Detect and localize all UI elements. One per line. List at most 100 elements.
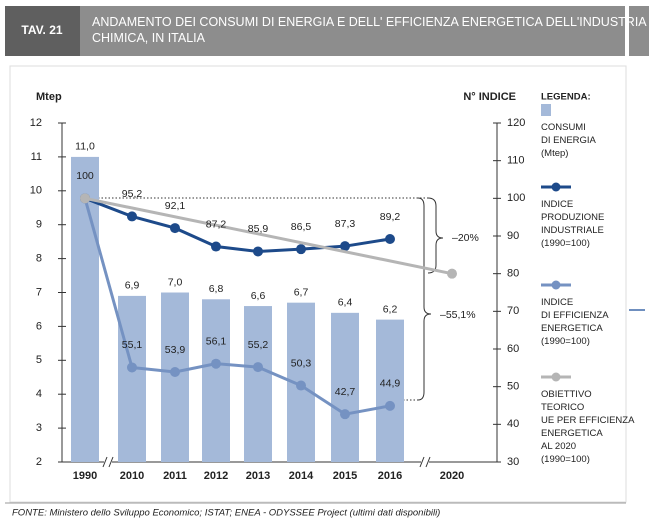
bar-value-label: 6,2 xyxy=(383,303,398,315)
bar-value-label: 6,9 xyxy=(125,280,140,292)
axis-break xyxy=(421,457,429,467)
x-tick-label: 1990 xyxy=(73,470,97,482)
y2-tick-label: 80 xyxy=(507,268,519,280)
line-value-label: 100 xyxy=(76,170,94,182)
y2-tick-label: 70 xyxy=(507,305,519,317)
x-tick-label: 2012 xyxy=(204,470,228,482)
line-value-label: 87,3 xyxy=(335,218,356,230)
line-value-label: 87,2 xyxy=(206,218,227,230)
y2-tick-label: 120 xyxy=(507,117,525,129)
line-point xyxy=(447,268,457,279)
bar xyxy=(118,295,146,462)
line-point xyxy=(80,193,90,204)
y-tick-label: 2 xyxy=(36,456,42,468)
bar xyxy=(376,319,404,462)
line-point xyxy=(127,211,137,222)
header-band xyxy=(5,6,625,56)
bar-value-label: 6,8 xyxy=(209,283,224,295)
line-point xyxy=(127,362,137,373)
y-tick-label: 12 xyxy=(30,117,42,129)
bar xyxy=(161,292,189,462)
y-tick-label: 10 xyxy=(30,185,42,197)
line-value-label: 95,2 xyxy=(122,188,143,200)
brace xyxy=(427,197,444,274)
y-tick-label: 7 xyxy=(36,286,42,298)
y2-tick-label: 60 xyxy=(507,343,519,355)
line-point xyxy=(170,223,180,234)
axis-break xyxy=(108,456,114,468)
brace xyxy=(417,197,432,401)
y-tick-label: 5 xyxy=(36,354,42,366)
axis-break xyxy=(419,456,425,468)
chart-frame xyxy=(9,65,627,503)
y-axis-label: Mtep xyxy=(36,91,62,103)
y-tick-label: 11 xyxy=(31,151,42,163)
x-tick-label: 2014 xyxy=(289,470,314,482)
annotation: –55,1% xyxy=(440,309,476,321)
line-value-label: 44,9 xyxy=(380,378,401,390)
legend-swatch xyxy=(541,104,551,116)
line-value-label: 92,1 xyxy=(165,200,186,212)
bar-value-label: 11,0 xyxy=(75,141,95,153)
bar-value-label: 6,4 xyxy=(338,297,353,309)
side-band xyxy=(629,6,649,56)
x-tick-label: 2016 xyxy=(378,470,402,482)
x-tick-label: 2011 xyxy=(163,470,187,482)
tag: TAV. 21 xyxy=(21,23,62,37)
y2-axis-label: N° INDICE xyxy=(463,91,516,103)
bar xyxy=(71,156,99,462)
line-value-label: 50,3 xyxy=(291,357,312,369)
line-point xyxy=(296,380,306,391)
y2-tick-label: 100 xyxy=(507,192,525,204)
line xyxy=(84,196,391,253)
legend-label: INDICE DI EFFICIENZA ENERGETICA (1990=100) xyxy=(541,297,609,347)
bar-value-label: 6,7 xyxy=(294,286,309,298)
line-point xyxy=(385,400,395,411)
y-tick-label: 6 xyxy=(36,320,42,332)
line-point xyxy=(211,358,221,369)
line-point xyxy=(170,366,180,377)
bar xyxy=(244,306,272,462)
axis-break xyxy=(104,457,112,467)
x-tick-label: 2013 xyxy=(246,470,270,482)
line-value-label: 55,1 xyxy=(122,339,143,351)
line-value-label: 85,9 xyxy=(248,223,269,235)
legend-title: LEGENDA: xyxy=(541,92,591,103)
bar xyxy=(202,299,230,462)
legend-label: OBIETTIVO TEORICO UE PER EFFICIENZA ENERGET… xyxy=(541,389,635,465)
line-point xyxy=(211,241,221,252)
bar-value-label: 7,0 xyxy=(168,276,183,288)
line-value-label: 42,7 xyxy=(335,386,356,398)
legend-swatch xyxy=(551,372,561,382)
x-tick-label: 2010 xyxy=(120,470,144,482)
axis-break xyxy=(425,456,431,468)
bar xyxy=(331,312,359,462)
axis-break xyxy=(102,456,108,468)
y2-tick-label: 50 xyxy=(507,381,519,393)
x-tick-label: 2020 xyxy=(440,470,464,482)
y2-tick-label: 40 xyxy=(507,418,519,430)
y2-tick-label: 90 xyxy=(507,230,519,242)
y-tick-label: 3 xyxy=(36,422,42,434)
annotation: –20% xyxy=(452,232,479,244)
y-tick-label: 9 xyxy=(36,219,42,231)
y-tick-label: 8 xyxy=(36,253,42,265)
source: FONTE: Ministero dello Sviluppo Economic… xyxy=(12,508,440,519)
line-value-label: 89,2 xyxy=(380,211,401,223)
y2-tick-label: 110 xyxy=(507,155,525,167)
chart-title: ANDAMENTO DEI CONSUMI DI ENERGIA E DELL'… xyxy=(92,15,647,45)
y-tick-label: 4 xyxy=(36,388,42,400)
legend-label: INDICE PRODUZIONE INDUSTRIALE (1990=100) xyxy=(541,199,604,249)
line-point xyxy=(253,246,263,257)
line-value-label: 56,1 xyxy=(206,335,227,347)
line-point xyxy=(253,362,263,373)
y2-tick-label: 30 xyxy=(507,456,519,468)
line-value-label: 53,9 xyxy=(165,344,186,356)
line-point xyxy=(296,244,306,255)
legend-swatch xyxy=(551,182,561,192)
line-point xyxy=(340,241,350,252)
legend-swatch xyxy=(551,280,561,290)
line xyxy=(83,197,391,416)
line-value-label: 86,5 xyxy=(291,221,312,233)
